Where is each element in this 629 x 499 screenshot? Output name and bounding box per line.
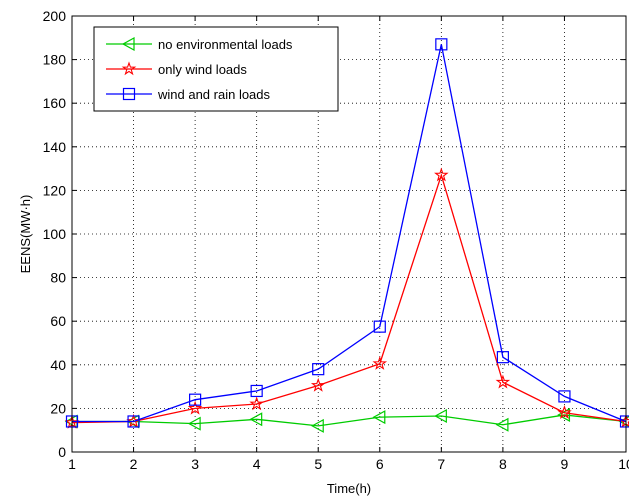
legend-label: wind and rain loads bbox=[157, 87, 271, 102]
legend-entry: wind and rain loads bbox=[106, 87, 271, 102]
y-tick-label: 40 bbox=[50, 357, 66, 373]
data-point bbox=[495, 374, 511, 389]
x-tick-label: 8 bbox=[499, 456, 507, 472]
data-point bbox=[372, 356, 388, 370]
axis-ticks: 12345678910020406080100120140160180200 bbox=[43, 8, 629, 472]
x-tick-label: 1 bbox=[68, 456, 76, 472]
data-point bbox=[250, 384, 263, 398]
data-point bbox=[372, 410, 386, 425]
data-point bbox=[187, 400, 203, 415]
x-tick-label: 4 bbox=[253, 456, 261, 472]
legend-marker bbox=[121, 61, 137, 76]
x-tick-label: 5 bbox=[314, 456, 322, 472]
data-point bbox=[557, 405, 572, 419]
data-point bbox=[434, 167, 449, 182]
x-tick-label: 2 bbox=[130, 456, 138, 472]
series-3 bbox=[65, 38, 629, 428]
data-point bbox=[187, 416, 201, 431]
legend: no environmental loads only wind loads win… bbox=[93, 26, 339, 112]
x-tick-label: 10 bbox=[618, 456, 629, 472]
data-point bbox=[558, 390, 571, 403]
data-point bbox=[310, 418, 324, 433]
y-tick-label: 100 bbox=[43, 226, 67, 242]
data-point bbox=[189, 393, 202, 406]
data-point bbox=[312, 363, 325, 376]
y-tick-label: 80 bbox=[50, 270, 66, 286]
y-axis-label: EENS(MW·h) bbox=[18, 195, 33, 274]
series-layer bbox=[64, 38, 629, 433]
y-tick-label: 180 bbox=[43, 52, 67, 68]
series-line bbox=[72, 414, 627, 427]
legend-entry: only wind loads bbox=[106, 61, 247, 77]
x-tick-label: 7 bbox=[437, 456, 445, 472]
y-tick-label: 200 bbox=[43, 8, 67, 24]
data-point bbox=[249, 396, 264, 411]
y-tick-label: 0 bbox=[58, 444, 66, 460]
data-point bbox=[496, 351, 509, 364]
y-tick-label: 20 bbox=[50, 400, 66, 416]
data-point bbox=[127, 415, 140, 428]
data-point bbox=[310, 377, 326, 392]
x-axis-label: Time(h) bbox=[327, 481, 371, 496]
y-tick-label: 160 bbox=[43, 95, 67, 111]
series-line bbox=[71, 172, 627, 424]
series-1 bbox=[64, 407, 629, 433]
legend-label: only wind loads bbox=[158, 62, 247, 77]
legend-label: no environmental loads bbox=[158, 37, 293, 52]
y-tick-label: 120 bbox=[43, 182, 67, 198]
x-tick-label: 3 bbox=[191, 456, 199, 472]
legend-marker bbox=[121, 36, 135, 52]
y-tick-label: 60 bbox=[50, 313, 66, 329]
data-point bbox=[373, 320, 386, 333]
series-2 bbox=[64, 167, 629, 429]
legend-entry: no environmental loads bbox=[106, 36, 293, 52]
data-point bbox=[434, 409, 447, 424]
y-tick-label: 140 bbox=[43, 139, 67, 155]
data-point bbox=[249, 412, 263, 427]
legend-marker bbox=[122, 87, 136, 101]
x-tick-label: 6 bbox=[376, 456, 384, 472]
x-tick-label: 9 bbox=[561, 456, 569, 472]
data-point bbox=[495, 417, 509, 432]
data-point bbox=[435, 38, 448, 51]
plot-frame bbox=[71, 15, 627, 453]
series-line bbox=[72, 44, 627, 423]
